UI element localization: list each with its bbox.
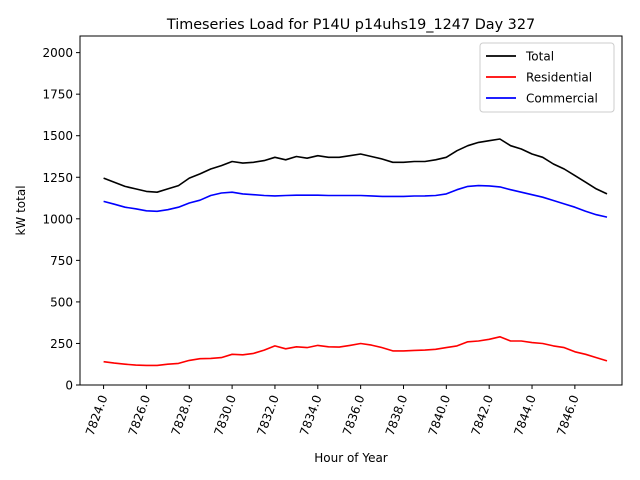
legend: Total Residential Commercial xyxy=(479,42,615,113)
chart-title: Timeseries Load for P14U p14uhs19_1247 D… xyxy=(166,17,535,33)
x-tick-label: 7824.0 xyxy=(83,393,111,437)
y-axis: 0 250 500 750 1000 1250 1500 1750 2000 xyxy=(42,46,80,393)
legend-label-total: Total xyxy=(525,50,554,64)
legend-box xyxy=(479,42,615,113)
x-tick-label: 7826.0 xyxy=(126,393,154,437)
y-tick-label: 2000 xyxy=(42,46,73,60)
x-tick-label: 7840.0 xyxy=(426,393,454,437)
x-tick-label: 7844.0 xyxy=(511,393,539,437)
x-tick-label: 7838.0 xyxy=(383,393,411,437)
y-tick-label: 1500 xyxy=(42,129,73,143)
y-axis-label: kW total xyxy=(14,185,28,235)
legend-label-residential: Residential xyxy=(526,71,592,85)
x-tick-label: 7832.0 xyxy=(254,393,282,437)
series-group xyxy=(103,138,608,367)
legend-label-commercial: Commercial xyxy=(526,92,598,106)
series-line-total xyxy=(103,138,608,195)
x-tick-label: 7830.0 xyxy=(211,393,239,437)
y-tick-label: 750 xyxy=(50,254,73,268)
x-tick-label: 7828.0 xyxy=(169,393,197,437)
x-tick-label: 7834.0 xyxy=(297,393,325,437)
x-tick-label: 7846.0 xyxy=(554,393,582,437)
y-tick-label: 500 xyxy=(50,295,73,309)
x-tick-label: 7836.0 xyxy=(340,393,368,437)
y-tick-label: 1250 xyxy=(42,171,73,185)
y-tick-label: 0 xyxy=(65,379,73,393)
series-line-residential xyxy=(103,335,608,367)
x-axis: 7824.0 7826.0 7828.0 7830.0 7832.0 7834.0 7836… xyxy=(83,385,582,437)
y-tick-label: 1750 xyxy=(42,88,73,102)
y-tick-label: 250 xyxy=(50,337,73,351)
x-axis-label: Hour of Year xyxy=(314,451,388,465)
x-tick-label: 7842.0 xyxy=(468,393,496,437)
series-line-commercial xyxy=(103,184,608,218)
y-tick-label: 1000 xyxy=(42,212,73,226)
